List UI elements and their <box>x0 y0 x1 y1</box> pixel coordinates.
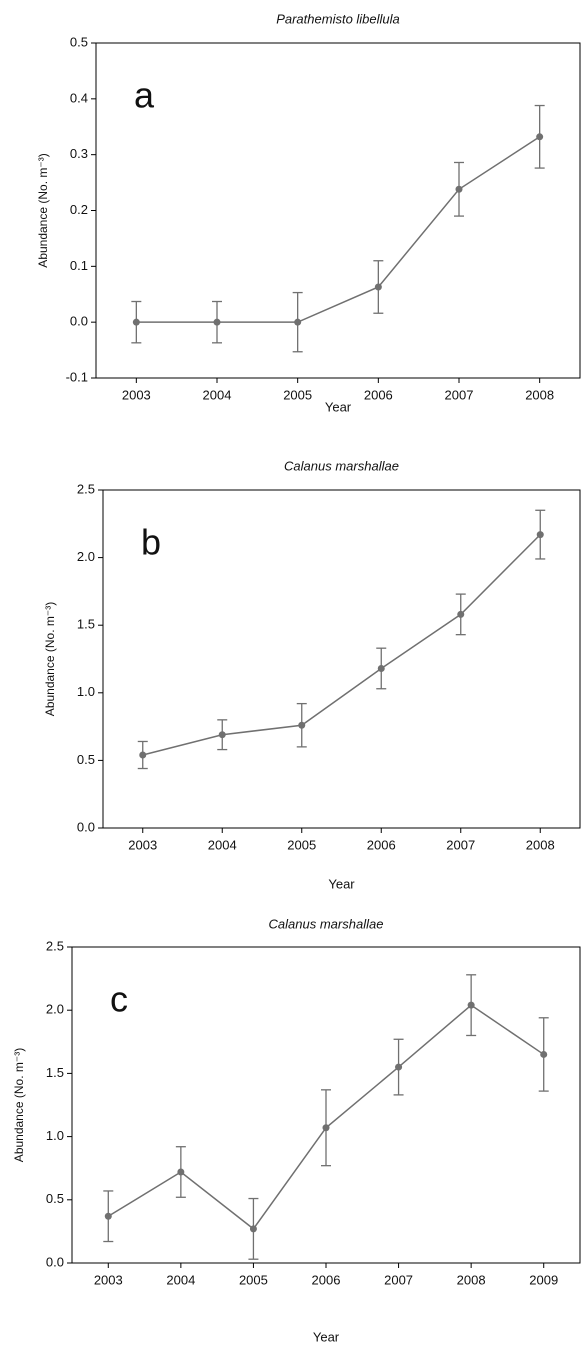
y-tick-label: 2.0 <box>77 549 95 564</box>
plot-frame <box>95 42 581 379</box>
x-tick-label: 2003 <box>122 387 151 402</box>
x-tick-label: 2006 <box>367 837 396 852</box>
x-tick-label: 2007 <box>384 1272 413 1287</box>
x-tick-label: 2007 <box>446 837 475 852</box>
x-tick-label: 2008 <box>457 1272 486 1287</box>
data-point <box>377 664 385 672</box>
x-axis-label: Year <box>328 876 355 891</box>
y-tick-label: 0.0 <box>70 314 88 329</box>
data-point <box>374 283 382 291</box>
y-tick-label: 0.1 <box>70 258 88 273</box>
y-tick-label: 0.5 <box>70 34 88 49</box>
y-tick-label: 0.5 <box>46 1191 64 1206</box>
data-point <box>132 318 140 326</box>
data-point <box>536 531 544 539</box>
plot-frame <box>102 489 581 829</box>
data-point <box>104 1212 112 1220</box>
y-tick-label: 0.0 <box>46 1254 64 1269</box>
data-point <box>457 610 465 618</box>
y-tick-label: 1.5 <box>77 617 95 632</box>
x-axis-label: Year <box>313 1329 340 1344</box>
data-point <box>395 1063 403 1071</box>
chart-title: Calanus marshallae <box>269 916 384 931</box>
data-point <box>294 318 302 326</box>
chart-title: Calanus marshallae <box>284 458 399 473</box>
x-tick-label: 2004 <box>166 1272 195 1287</box>
x-tick-label: 2005 <box>287 837 316 852</box>
y-tick-label: 2.5 <box>77 481 95 496</box>
data-point <box>139 751 147 759</box>
y-tick-label: 1.5 <box>46 1065 64 1080</box>
y-tick-label: 1.0 <box>46 1128 64 1143</box>
y-tick-label: 0.5 <box>77 752 95 767</box>
data-point <box>322 1124 330 1132</box>
y-tick-label: 2.5 <box>46 938 64 953</box>
data-point <box>455 185 463 193</box>
x-tick-label: 2008 <box>525 387 554 402</box>
x-axis-label: Year <box>325 399 352 414</box>
data-point <box>213 318 221 326</box>
y-tick-label: 0.4 <box>70 90 88 105</box>
x-tick-label: 2005 <box>239 1272 268 1287</box>
data-point <box>467 1001 475 1009</box>
data-line <box>136 136 541 323</box>
y-tick-label: 0.3 <box>70 146 88 161</box>
y-axis-label: Abundance (No. m⁻³) <box>36 153 50 267</box>
x-tick-label: 2003 <box>128 837 157 852</box>
y-tick-label: 1.0 <box>77 684 95 699</box>
x-tick-label: 2008 <box>526 837 555 852</box>
panel-label: c <box>110 979 128 1020</box>
x-tick-label: 2009 <box>529 1272 558 1287</box>
y-tick-label: 0.2 <box>70 202 88 217</box>
y-axis-label: Abundance (No. m⁻³) <box>43 602 57 716</box>
x-tick-label: 2004 <box>203 387 232 402</box>
x-tick-label: 2006 <box>364 387 393 402</box>
data-point <box>298 721 306 729</box>
data-point <box>218 731 226 739</box>
data-point <box>540 1050 548 1058</box>
x-tick-label: 2003 <box>94 1272 123 1287</box>
x-tick-label: 2004 <box>208 837 237 852</box>
x-tick-label: 2005 <box>283 387 312 402</box>
x-tick-label: 2007 <box>445 387 474 402</box>
x-tick-label: 2006 <box>312 1272 341 1287</box>
chart-title: Parathemisto libellula <box>276 11 400 26</box>
data-point <box>177 1168 185 1176</box>
y-tick-label: -0.1 <box>66 369 88 384</box>
data-line <box>142 534 541 756</box>
y-tick-label: 0.0 <box>77 819 95 834</box>
y-tick-label: 2.0 <box>46 1002 64 1017</box>
y-axis-label: Abundance (No. m⁻³) <box>12 1048 26 1162</box>
data-point <box>249 1225 257 1233</box>
panel-label: b <box>141 522 161 563</box>
data-point <box>536 133 544 141</box>
panel-label: a <box>134 75 155 116</box>
